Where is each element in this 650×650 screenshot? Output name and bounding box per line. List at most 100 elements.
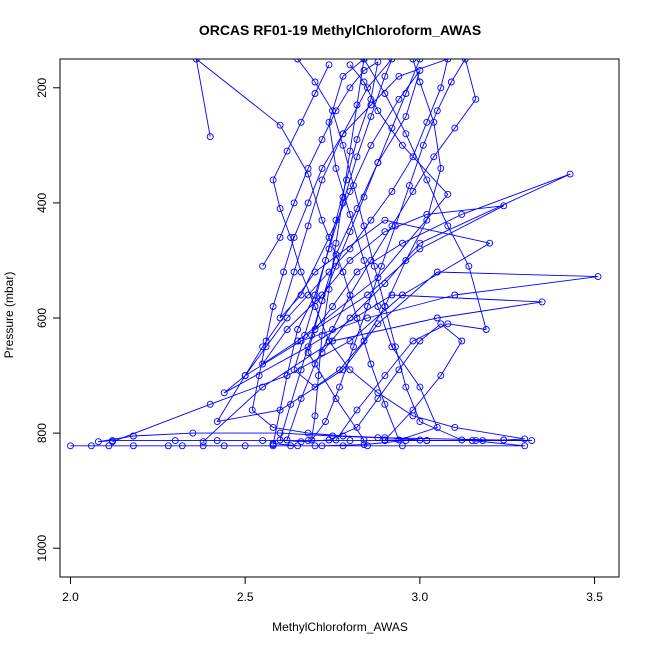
data-point <box>409 406 417 414</box>
data-point <box>318 331 326 339</box>
data-point <box>311 303 319 310</box>
data-point <box>364 314 371 322</box>
data-point <box>339 432 347 440</box>
data-point <box>500 202 508 210</box>
data-point <box>416 418 424 426</box>
data-point <box>318 216 326 224</box>
data-point <box>381 400 389 408</box>
data-point <box>402 130 410 138</box>
data-point <box>346 61 354 69</box>
data-point <box>94 438 102 446</box>
data-point <box>444 320 452 328</box>
data-point <box>206 133 214 141</box>
data-point <box>105 442 113 450</box>
y-tick-label: 600 <box>35 308 49 328</box>
data-point <box>402 113 410 121</box>
data-point <box>430 153 438 161</box>
data-point <box>409 187 417 195</box>
data-point <box>353 268 361 276</box>
series-line-3 <box>262 64 571 365</box>
data-point <box>374 395 382 403</box>
data-point <box>444 190 452 198</box>
data-point <box>276 233 284 241</box>
data-point <box>395 72 403 80</box>
data-point <box>276 205 284 213</box>
data-point <box>416 78 424 86</box>
data-point <box>405 182 413 190</box>
data-point <box>213 418 221 426</box>
data-point <box>416 59 424 63</box>
data-point <box>360 337 368 345</box>
data-point <box>304 164 312 172</box>
data-point <box>276 314 284 322</box>
data-point <box>189 429 197 437</box>
data-point <box>409 59 417 63</box>
data-point <box>416 67 424 74</box>
data-point <box>276 406 284 414</box>
data-point <box>329 326 336 333</box>
data-point <box>346 210 354 218</box>
data-point <box>332 164 340 172</box>
data-point <box>276 436 284 444</box>
data-point <box>353 314 361 322</box>
data-point <box>521 442 529 450</box>
data-point <box>108 438 116 446</box>
data-point <box>332 251 340 259</box>
data-point <box>398 239 406 247</box>
data-point <box>444 222 452 230</box>
series-line-1 <box>70 432 533 447</box>
data-point <box>346 187 354 195</box>
data-point <box>364 84 371 92</box>
data-point <box>521 435 529 443</box>
series-line-9 <box>286 59 477 441</box>
data-point <box>297 118 305 126</box>
data-point <box>297 366 305 374</box>
data-point <box>294 326 302 333</box>
data-point <box>423 118 431 126</box>
data-point <box>283 147 291 155</box>
data-point <box>395 366 403 374</box>
chart-axes: 2.0 2.5 3.0 3.5 200 400 600 800 1000 <box>35 77 603 604</box>
data-point <box>472 95 480 103</box>
data-point <box>360 441 368 449</box>
data-point <box>325 233 333 241</box>
data-point <box>297 291 305 299</box>
data-point <box>346 245 354 253</box>
data-point <box>451 291 459 299</box>
data-point <box>269 423 277 431</box>
data-point <box>402 256 410 264</box>
data-point <box>388 124 396 132</box>
data-point <box>67 442 74 450</box>
data-point <box>287 233 295 241</box>
data-point <box>360 256 368 264</box>
data-point <box>353 101 361 109</box>
data-point <box>311 442 319 450</box>
data-point <box>339 268 347 276</box>
data-point <box>346 314 354 322</box>
data-point <box>283 372 291 380</box>
data-point <box>398 442 406 450</box>
data-point <box>269 441 277 449</box>
data-point <box>367 256 375 264</box>
data-point <box>472 437 480 445</box>
data-point <box>364 442 371 450</box>
data-point <box>311 360 319 368</box>
data-point <box>339 442 347 450</box>
data-point <box>220 389 228 397</box>
data-point <box>423 176 431 184</box>
x-tick-label: 2.5 <box>237 590 254 604</box>
data-point <box>367 141 375 149</box>
data-point <box>346 147 354 155</box>
data-point <box>381 303 389 310</box>
data-point <box>353 136 361 144</box>
data-point <box>301 331 309 339</box>
plot-frame <box>59 58 620 578</box>
data-point <box>259 437 267 445</box>
data-point <box>458 210 466 218</box>
data-point <box>350 182 357 190</box>
data-point <box>374 59 382 66</box>
data-point <box>433 423 441 431</box>
data-point <box>318 297 326 305</box>
data-point <box>259 262 267 270</box>
